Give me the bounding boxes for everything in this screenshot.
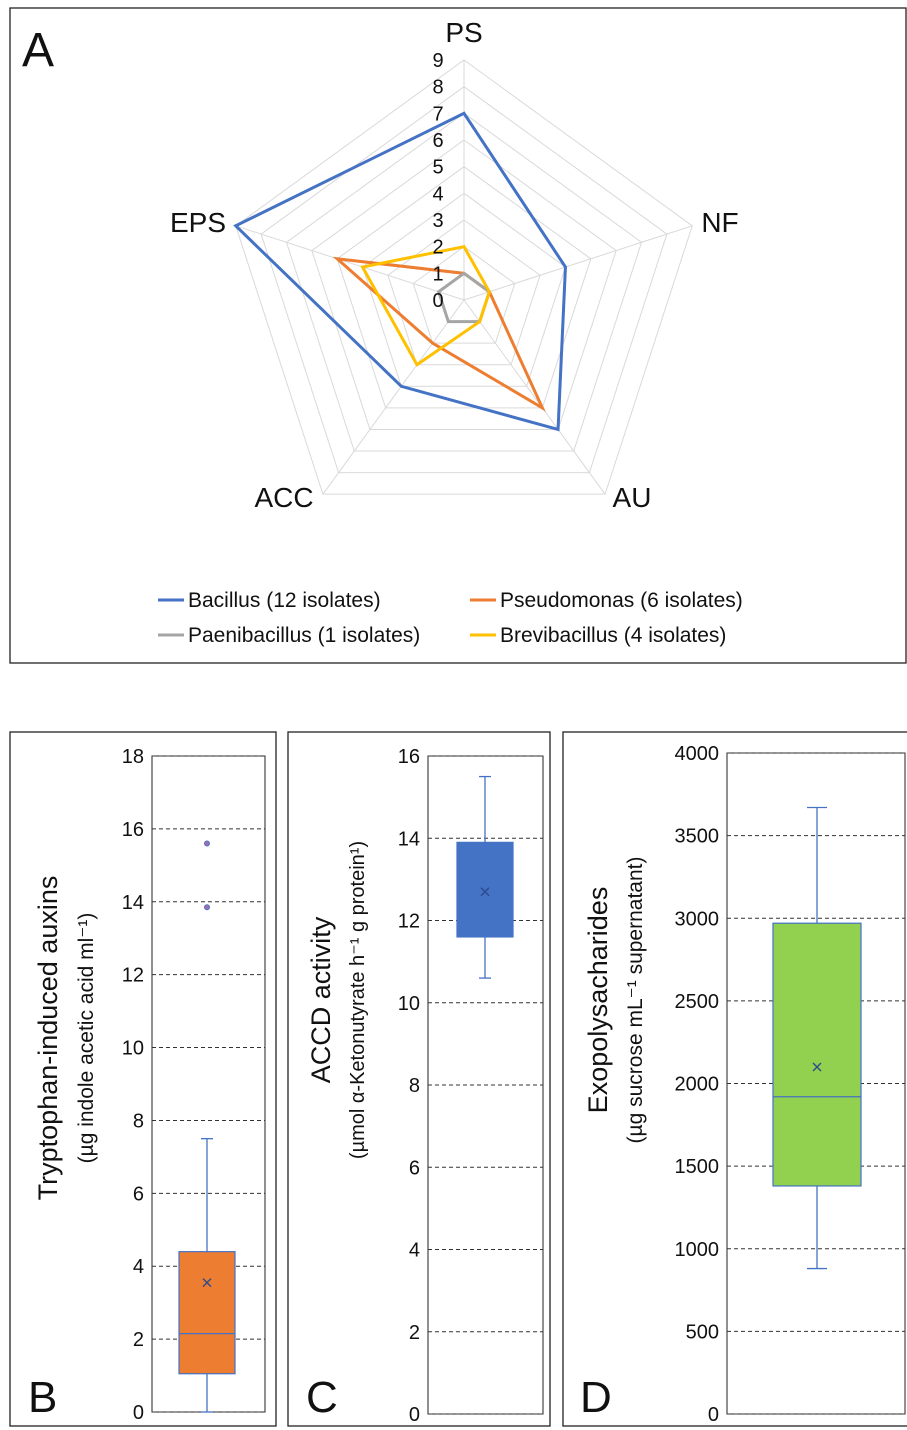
radar-ring-9 xyxy=(235,59,693,495)
radar-tick-label: 6 xyxy=(432,130,443,152)
y-tick-label: 4 xyxy=(133,1256,144,1278)
radar-tick-label: 5 xyxy=(432,157,443,179)
mean-marker xyxy=(812,1062,822,1072)
iqr-box xyxy=(772,922,862,1187)
radar-axis-label: EPS xyxy=(170,207,226,238)
y-tick-label: 3500 xyxy=(675,826,720,848)
y-tick-label: 16 xyxy=(122,819,144,841)
y-tick-label: 2000 xyxy=(675,1074,720,1096)
y-tick-label: 6 xyxy=(133,1183,144,1205)
legend-label: Brevibacillus (4 isolates) xyxy=(500,624,726,647)
y-tick-label: 10 xyxy=(122,1038,144,1060)
legend-label: Bacillus (12 isolates) xyxy=(188,589,381,612)
y-axis-label-main: Exopolysacharides xyxy=(583,887,613,1114)
y-tick-label: 0 xyxy=(708,1404,719,1426)
iqr-box xyxy=(456,841,514,938)
y-tick-label: 12 xyxy=(122,965,144,987)
y-tick-label: 500 xyxy=(686,1321,719,1343)
mean-marker xyxy=(480,887,490,897)
y-tick-label: 14 xyxy=(122,892,144,914)
radar-ring-7 xyxy=(285,112,643,452)
y-tick-label: 1000 xyxy=(675,1239,720,1261)
y-tick-label: 0 xyxy=(409,1404,420,1426)
y-tick-label: 10 xyxy=(398,993,420,1015)
y-tick-label: 2 xyxy=(409,1322,420,1344)
radar-spoke-2 xyxy=(463,299,606,495)
y-tick-label: 3000 xyxy=(675,908,720,930)
y-tick-label: 16 xyxy=(398,746,420,768)
box-plot-b: 0 2 4 6 8 10 12 14 16 18 Tryptophan-induced auxins… xyxy=(33,746,266,1424)
panel-a-letter: A xyxy=(22,24,54,77)
panel-d-frame xyxy=(562,731,907,1427)
y-axis-label-units: (µmol α-Ketonutyrate h⁻¹ g protein¹) xyxy=(347,841,369,1159)
radar-spoke-3 xyxy=(322,299,465,495)
radar-tick-label: 3 xyxy=(432,210,443,232)
radar-axis-label: PS xyxy=(445,17,482,48)
outlier-point xyxy=(203,840,210,847)
y-tick-label: 6 xyxy=(409,1157,420,1179)
y-tick-label: 12 xyxy=(398,911,420,933)
radar-series-line-2 xyxy=(436,271,492,324)
radar-tick-label: 1 xyxy=(432,263,443,285)
radar-series-line-3 xyxy=(360,244,491,367)
radar-legend: Bacillus (12 isolates) Pseudomonas (6 iso… xyxy=(158,589,743,647)
radar-ring-5 xyxy=(336,166,592,409)
y-tick-label: 2 xyxy=(133,1329,144,1351)
radar-tick-label: 4 xyxy=(432,183,443,205)
panel-c-letter: C xyxy=(306,1373,338,1422)
y-tick-label: 8 xyxy=(133,1110,144,1132)
y-axis-label-units: (µg sucrose mL⁻¹ supernatant) xyxy=(624,857,647,1144)
radar-axis-label: AU xyxy=(613,482,652,513)
y-tick-label: 0 xyxy=(133,1402,144,1424)
mean-marker xyxy=(202,1278,212,1288)
radar-spoke-4 xyxy=(235,225,465,301)
radar-series-line-0 xyxy=(233,111,567,432)
y-tick-label: 8 xyxy=(409,1075,420,1097)
legend-label: Paenibacillus (1 isolates) xyxy=(188,624,420,647)
panel-d-letter: D xyxy=(580,1373,612,1422)
legend-label: Pseudomonas (6 isolates) xyxy=(500,589,743,612)
y-tick-label: 14 xyxy=(398,828,420,850)
radar-axis-labels: PS NF AU ACC EPS xyxy=(170,17,739,513)
box-plot-d: 0 500 1000 1500 2000 2500 3000 3500 4000 Exopolys… xyxy=(583,743,906,1426)
radar-tick-label: 2 xyxy=(432,237,443,259)
y-tick-label: 2500 xyxy=(675,991,720,1013)
y-axis-label-main: ACCD activity xyxy=(306,916,336,1083)
radar-tick-label: 9 xyxy=(432,50,443,72)
panel-c-frame xyxy=(287,731,551,1427)
radar-tick-label: 8 xyxy=(432,77,443,99)
y-tick-label: 4 xyxy=(409,1240,420,1262)
radar-ring-8 xyxy=(260,86,668,474)
y-axis-label-units: (µg indole acetic acid ml⁻¹) xyxy=(75,913,98,1164)
panel-a-frame xyxy=(9,7,907,664)
box-plot-c: 0 2 4 6 8 10 12 14 16 ACCD activity (µmol α-Ketonu… xyxy=(306,746,544,1426)
radar-axis-label: NF xyxy=(701,207,738,238)
radar-tick-label: 7 xyxy=(432,103,443,125)
radar-series xyxy=(233,111,567,432)
y-tick-label: 1500 xyxy=(675,1156,720,1178)
radar-ring-6 xyxy=(311,139,617,430)
y-axis-label-main: Tryptophan-induced auxins xyxy=(33,876,63,1201)
outlier-point xyxy=(203,904,210,911)
radar-tick-label: 0 xyxy=(432,290,443,312)
radar-axis-label: ACC xyxy=(254,482,313,513)
radar-grid xyxy=(235,59,693,495)
y-tick-label: 4000 xyxy=(675,743,720,765)
radar-tick-labels: 0 1 2 3 4 5 6 7 8 9 xyxy=(432,50,443,312)
radar-spoke-1 xyxy=(463,225,693,301)
panel-b-frame xyxy=(9,731,277,1427)
iqr-box xyxy=(178,1251,236,1375)
panel-b-letter: B xyxy=(28,1373,57,1422)
radar-ring-4 xyxy=(361,192,567,387)
y-tick-label: 18 xyxy=(122,746,144,768)
radar-ring-2 xyxy=(412,246,516,344)
